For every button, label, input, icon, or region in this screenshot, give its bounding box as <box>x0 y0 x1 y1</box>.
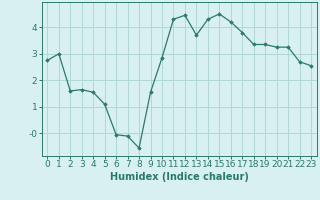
X-axis label: Humidex (Indice chaleur): Humidex (Indice chaleur) <box>110 172 249 182</box>
